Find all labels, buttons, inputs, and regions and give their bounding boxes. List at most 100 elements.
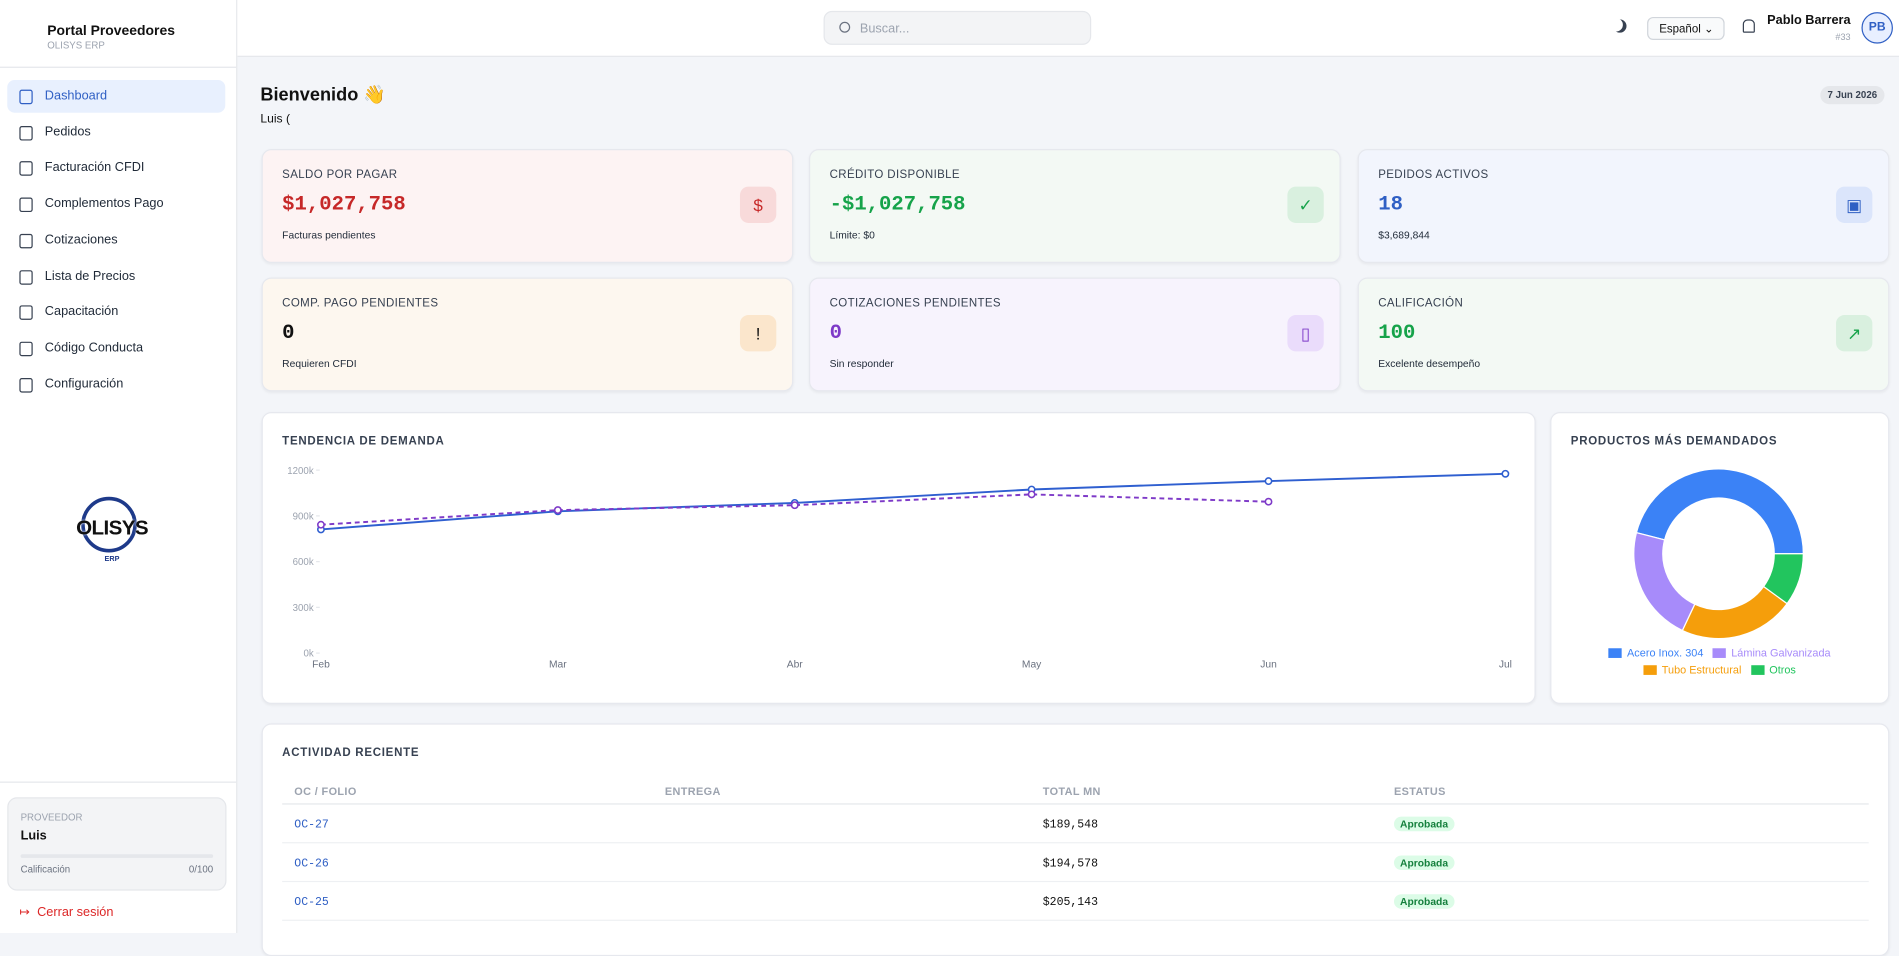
nav-label[interactable]: Pedidos	[44, 124, 91, 139]
row-divider	[282, 919, 1869, 921]
y-tick-label: 300k	[293, 603, 314, 614]
point	[317, 520, 325, 529]
nav-item[interactable]: Capacitación	[7, 296, 225, 329]
row-divider	[282, 803, 1869, 805]
divider	[0, 781, 237, 783]
panel-title: PRODUCTOS MÁS DEMANDADOS	[1570, 435, 1778, 449]
card-icon: $	[739, 186, 777, 223]
nav-label[interactable]: Código Conducta	[44, 340, 144, 355]
logo-sub: ERP	[104, 556, 120, 564]
activity-panel: ACTIVIDAD RECIENTE OC / FOLIO ENTREGA TOTA…	[261, 723, 1890, 956]
welcome-title: Bienvenido 👋	[260, 84, 386, 106]
card-value: 18	[1378, 193, 1403, 217]
nav-item[interactable]: Pedidos	[7, 116, 225, 149]
nav-label[interactable]: Cotizaciones	[44, 232, 118, 247]
nav-item[interactable]: Complementos Pago	[7, 188, 225, 221]
x-tick-label: Abr	[787, 660, 804, 671]
search-placeholder[interactable]: Buscar...	[859, 21, 910, 37]
products-panel: PRODUCTOS MÁS DEMANDADOS Acero Inox. 304…	[1550, 411, 1890, 704]
search[interactable]: Buscar...	[823, 10, 1092, 45]
card-icon: ✓	[1287, 186, 1324, 223]
card-value: 100	[1378, 322, 1416, 346]
nav-label[interactable]: Dashboard	[44, 88, 108, 103]
folio[interactable]: OC-25	[294, 895, 329, 909]
y-tick-label: 600k	[293, 557, 314, 568]
panel-title: TENDENCIA DE DEMANDA	[282, 435, 445, 449]
nav-label[interactable]: Capacitación	[44, 304, 119, 319]
card-label: COMP. PAGO PENDIENTES	[282, 296, 439, 311]
card-label: CALIFICACIÓN	[1378, 296, 1464, 311]
logo: OLISYS ERP	[67, 496, 158, 567]
point	[1501, 469, 1510, 478]
language[interactable]: Español	[1659, 23, 1701, 37]
stat-card: CALIFICACIÓN 100 Excelente desempeño ↗	[1357, 277, 1890, 392]
nav-item[interactable]: Facturación CFDI	[7, 152, 225, 185]
column-header: TOTAL MN	[1042, 785, 1101, 798]
slice	[1762, 553, 1804, 605]
legend-item: Lámina Galvanizada	[1713, 645, 1831, 662]
point	[790, 501, 799, 510]
legend-label: Acero Inox. 304	[1627, 647, 1704, 660]
card-note: Límite: $0	[829, 229, 875, 242]
folio[interactable]: OC-27	[294, 817, 329, 832]
provider-name: Luis	[20, 828, 47, 844]
status-badge: Aprobada	[1393, 816, 1455, 832]
nav-item[interactable]: Lista de Precios	[7, 260, 225, 293]
legend-label: Otros	[1769, 664, 1796, 677]
rating-label: Calificación	[20, 863, 71, 875]
folio[interactable]: OC-26	[294, 856, 329, 871]
nav-icon	[19, 233, 33, 249]
nav-label[interactable]: Lista de Precios	[44, 268, 136, 283]
legend-item: Otros	[1751, 662, 1796, 679]
provider-box: PROVEEDOR Luis Calificación 0/100	[7, 797, 227, 891]
column-header: ENTREGA	[664, 785, 721, 798]
user-name: Pablo Barrera	[1767, 13, 1851, 28]
nav-icon	[19, 341, 33, 357]
nav-label[interactable]: Complementos Pago	[44, 196, 164, 211]
status-badge: Aprobada	[1393, 855, 1455, 871]
nav-item[interactable]: Configuración	[7, 368, 225, 401]
line	[320, 493, 1269, 526]
stat-card: COMP. PAGO PENDIENTES 0 Requieren CFDI!	[261, 277, 794, 392]
legend: Acero Inox. 304 Lámina Galvanizada Tubo Es…	[1576, 645, 1864, 679]
card-note: $3,689,844	[1378, 229, 1430, 242]
welcome-subtitle: Luis (	[260, 112, 291, 127]
point	[553, 506, 562, 515]
nav-label[interactable]: Configuración	[44, 376, 124, 391]
card-value: $1,027,758	[282, 193, 406, 217]
point	[1264, 497, 1273, 506]
card-label: COTIZACIONES PENDIENTES	[829, 296, 1001, 311]
bell[interactable]	[1742, 19, 1755, 33]
x-tick-label: Feb	[312, 660, 330, 671]
y-tick-label: 0k	[303, 649, 313, 660]
nav-item[interactable]: Cotizaciones	[7, 224, 225, 257]
language-select[interactable]: Español ⌄	[1647, 16, 1725, 40]
stat-card: COTIZACIONES PENDIENTES 0 Sin responder ▯	[809, 277, 1341, 392]
logout-text[interactable]: Cerrar sesión	[37, 905, 114, 920]
legend-label: Tubo Estructural	[1661, 664, 1742, 677]
nav-icon	[19, 197, 33, 213]
nav-item[interactable]: Dashboard	[7, 79, 226, 113]
card-value: 0	[829, 322, 842, 346]
x-tick-label: Jul	[1499, 660, 1512, 671]
nav-icon	[19, 377, 33, 393]
logout[interactable]: ↦ Cerrar sesión	[19, 905, 114, 920]
column-header: OC / FOLIO	[294, 785, 357, 798]
provider-label: PROVEEDOR	[20, 811, 83, 823]
nav-icon	[19, 125, 33, 141]
legend-swatch	[1751, 665, 1765, 675]
rating-value: 0/100	[188, 863, 214, 875]
slice	[1681, 585, 1788, 640]
card-note: Excelente desempeño	[1378, 357, 1481, 370]
avatar[interactable]: PB	[1861, 12, 1893, 44]
row-divider	[282, 842, 1869, 844]
legend-swatch	[1713, 648, 1727, 658]
card-icon: ↗	[1836, 315, 1873, 352]
legend-item: Acero Inox. 304	[1608, 645, 1704, 662]
stat-card: PEDIDOS ACTIVOS 18 $3,689,844 ▣	[1357, 149, 1890, 263]
status-badge: Aprobada	[1393, 894, 1455, 909]
nav-label[interactable]: Facturación CFDI	[44, 160, 145, 175]
nav-item[interactable]: Código Conducta	[7, 332, 225, 365]
